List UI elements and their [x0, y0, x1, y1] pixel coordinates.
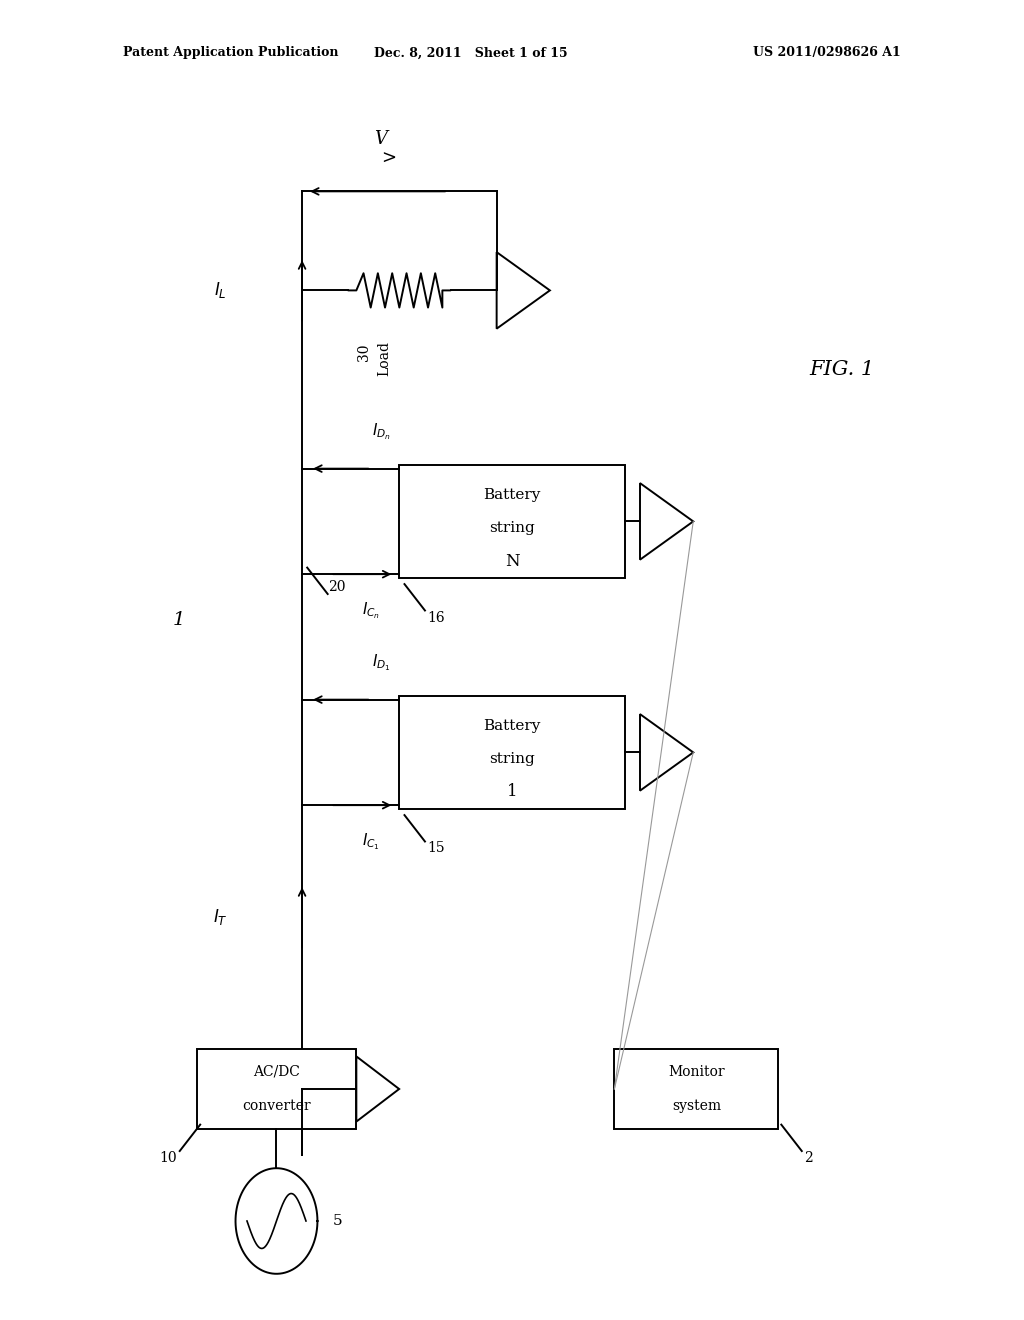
Text: V: V: [374, 129, 387, 148]
Text: US 2011/0298626 A1: US 2011/0298626 A1: [754, 46, 901, 59]
Text: $I_{D_n}$: $I_{D_n}$: [372, 421, 391, 442]
Text: Monitor: Monitor: [668, 1065, 725, 1078]
Text: 16: 16: [427, 610, 444, 624]
Text: Battery: Battery: [483, 719, 541, 733]
Text: Load: Load: [377, 341, 391, 376]
Text: $I_{C_n}$: $I_{C_n}$: [362, 601, 380, 622]
Text: 1: 1: [507, 784, 517, 800]
Text: FIG. 1: FIG. 1: [809, 360, 874, 379]
Text: 5: 5: [333, 1214, 342, 1228]
Text: Battery: Battery: [483, 488, 541, 502]
Text: 10: 10: [159, 1151, 177, 1166]
Text: $I_{D_1}$: $I_{D_1}$: [372, 652, 391, 673]
Bar: [614, 1049, 778, 1129]
Text: 1: 1: [173, 611, 185, 630]
Text: $I_{C_1}$: $I_{C_1}$: [362, 832, 380, 853]
Text: AC/DC: AC/DC: [253, 1065, 300, 1078]
Bar: [399, 697, 625, 808]
Text: 20: 20: [328, 581, 345, 594]
Text: Patent Application Publication: Patent Application Publication: [123, 46, 338, 59]
Text: string: string: [489, 521, 535, 535]
Text: 15: 15: [427, 842, 444, 855]
Text: 2: 2: [804, 1151, 813, 1166]
Text: $I_T$: $I_T$: [213, 907, 227, 928]
Text: N: N: [505, 553, 519, 569]
Bar: [399, 466, 625, 578]
Bar: [197, 1049, 356, 1129]
Text: string: string: [489, 752, 535, 766]
Text: Dec. 8, 2011   Sheet 1 of 15: Dec. 8, 2011 Sheet 1 of 15: [374, 46, 568, 59]
Text: $I_L$: $I_L$: [214, 280, 226, 301]
Text: 30: 30: [356, 343, 371, 360]
Text: >: >: [382, 149, 396, 168]
Text: converter: converter: [242, 1100, 311, 1113]
Text: system: system: [672, 1100, 721, 1113]
